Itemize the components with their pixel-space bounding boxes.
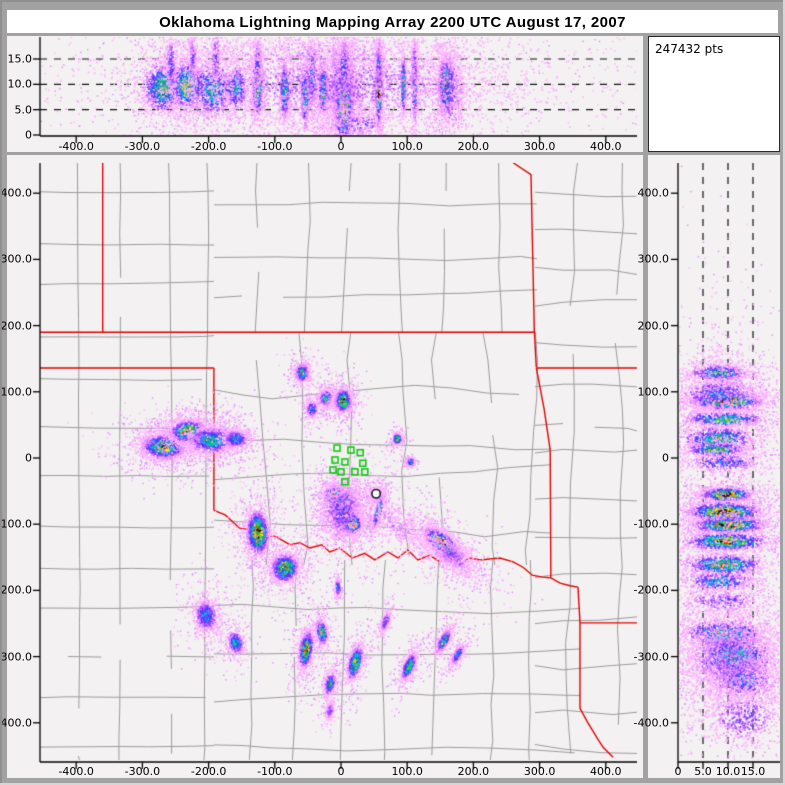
- top-x-tick: 400.0: [590, 140, 622, 153]
- main-y-tick: 0: [25, 451, 32, 465]
- right-y-tick: -200.0: [633, 583, 669, 597]
- top-x-tick: -200.0: [190, 140, 227, 153]
- top-y-tick: 5.0: [14, 103, 33, 117]
- main-y-tick: 300.0: [0, 252, 33, 266]
- right-y-tick: -400.0: [633, 716, 669, 730]
- top-y-tick: 10.0: [7, 77, 33, 91]
- main-y-tick: -100.0: [0, 517, 32, 531]
- main-y-tick: -200.0: [0, 583, 32, 597]
- main-y-tick: 100.0: [0, 385, 33, 399]
- right-x-tick: 0: [674, 765, 682, 778]
- top-y-tick: 0: [25, 128, 32, 142]
- top-x-tick: 200.0: [457, 140, 490, 153]
- right-y-tick: 300.0: [637, 252, 670, 266]
- right-y-tick: -100.0: [633, 517, 669, 531]
- right-y-tick: 200.0: [637, 319, 670, 333]
- right-y-tick: 400.0: [637, 186, 670, 200]
- right-x-tick: 10.0: [715, 765, 741, 778]
- right-x-tick: 5.0: [694, 765, 712, 778]
- right-y-tick: -300.0: [633, 650, 669, 664]
- top-x-tick: -300.0: [124, 140, 161, 153]
- main-x-tick: -100.0: [257, 765, 293, 778]
- top-x-tick: 0: [337, 140, 345, 153]
- main-y-tick: 400.0: [0, 186, 33, 200]
- top-x-tick: 300.0: [523, 140, 556, 153]
- top-x-tick: 100.0: [391, 140, 423, 153]
- main-x-tick: 300.0: [523, 765, 556, 778]
- top-y-tick: 15.0: [7, 52, 33, 66]
- right-y-tick: 100.0: [637, 385, 670, 399]
- top-x-tick: -400.0: [58, 140, 94, 153]
- main-x-tick: -300.0: [124, 765, 161, 778]
- main-y-tick: 200.0: [0, 319, 33, 333]
- top-x-tick: -100.0: [257, 140, 293, 153]
- main-x-tick: 200.0: [457, 765, 490, 778]
- main-x-tick: 400.0: [590, 765, 622, 778]
- main-y-tick: -300.0: [0, 650, 32, 664]
- main-y-tick: -400.0: [0, 716, 32, 730]
- main-x-tick: -400.0: [58, 765, 94, 778]
- right-y-tick: 0: [662, 451, 669, 465]
- main-x-tick: 100.0: [391, 765, 423, 778]
- main-x-tick: -200.0: [190, 765, 227, 778]
- right-x-tick: 15.0: [740, 765, 766, 778]
- main-x-tick: 0: [337, 765, 345, 778]
